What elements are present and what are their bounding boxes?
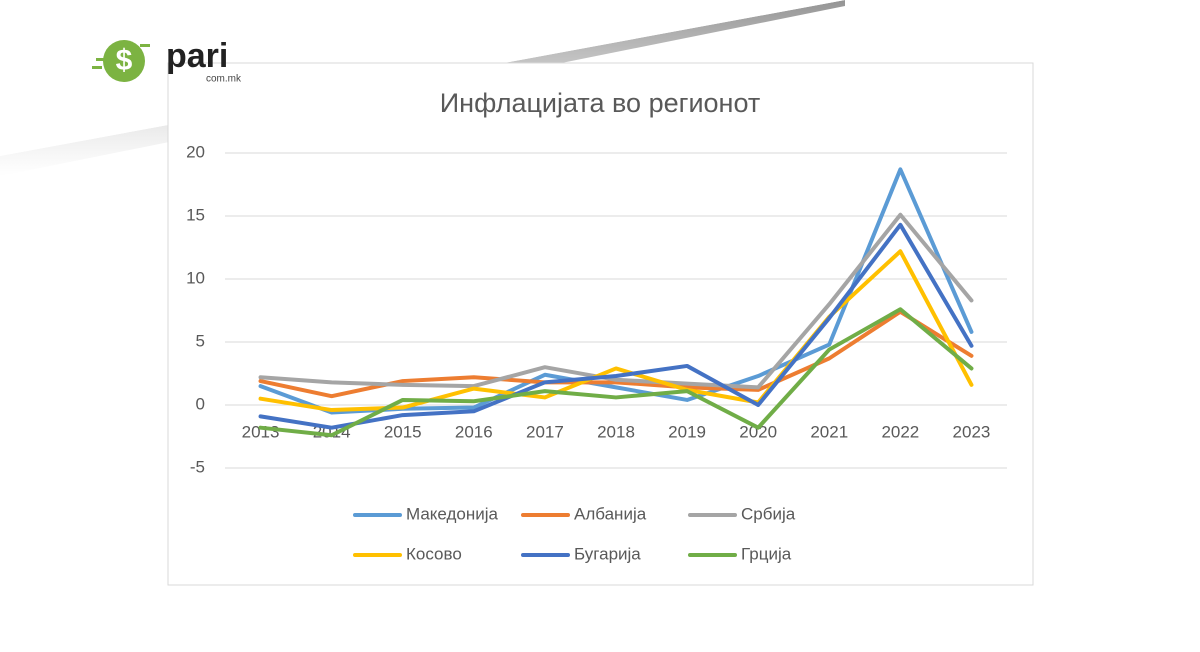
legend-label: Албанија xyxy=(574,504,647,523)
logo-name: pari xyxy=(166,37,228,75)
legend-label: Косово xyxy=(406,544,462,563)
y-tick-label: 15 xyxy=(186,205,205,224)
y-tick-label: -5 xyxy=(190,457,205,476)
x-tick-label: 2016 xyxy=(455,422,493,441)
y-tick-label: 20 xyxy=(186,142,205,161)
legend-label: Грција xyxy=(741,544,792,563)
legend-label: Бугарија xyxy=(574,544,641,563)
svg-text:$: $ xyxy=(116,44,133,77)
series-line xyxy=(258,212,974,390)
x-tick-label: 2020 xyxy=(739,422,777,441)
x-tick-label: 2021 xyxy=(810,422,848,441)
series-line xyxy=(258,307,974,438)
chart-frame xyxy=(167,62,1034,586)
y-tick-label: 10 xyxy=(186,268,205,287)
x-tick-label: 2017 xyxy=(526,422,564,441)
y-tick-label: 0 xyxy=(196,394,205,413)
x-tick-label: 2019 xyxy=(668,422,706,441)
legend-label: Македонија xyxy=(406,504,499,523)
chart-title: Инфлацијата во регионот xyxy=(440,88,761,118)
x-tick-label: 2018 xyxy=(597,422,635,441)
y-tick-label: 5 xyxy=(196,331,205,350)
legend-label: Србија xyxy=(741,504,796,523)
x-tick-label: 2015 xyxy=(384,422,422,441)
series-line xyxy=(258,222,974,430)
logo-icon: $ xyxy=(92,40,150,82)
logo-domain: com.mk xyxy=(206,74,242,85)
series-line xyxy=(258,309,974,399)
x-tick-label: 2022 xyxy=(881,422,919,441)
x-tick-label: 2023 xyxy=(953,422,991,441)
x-tick-label: 2013 xyxy=(242,422,280,441)
series-line xyxy=(258,249,974,413)
